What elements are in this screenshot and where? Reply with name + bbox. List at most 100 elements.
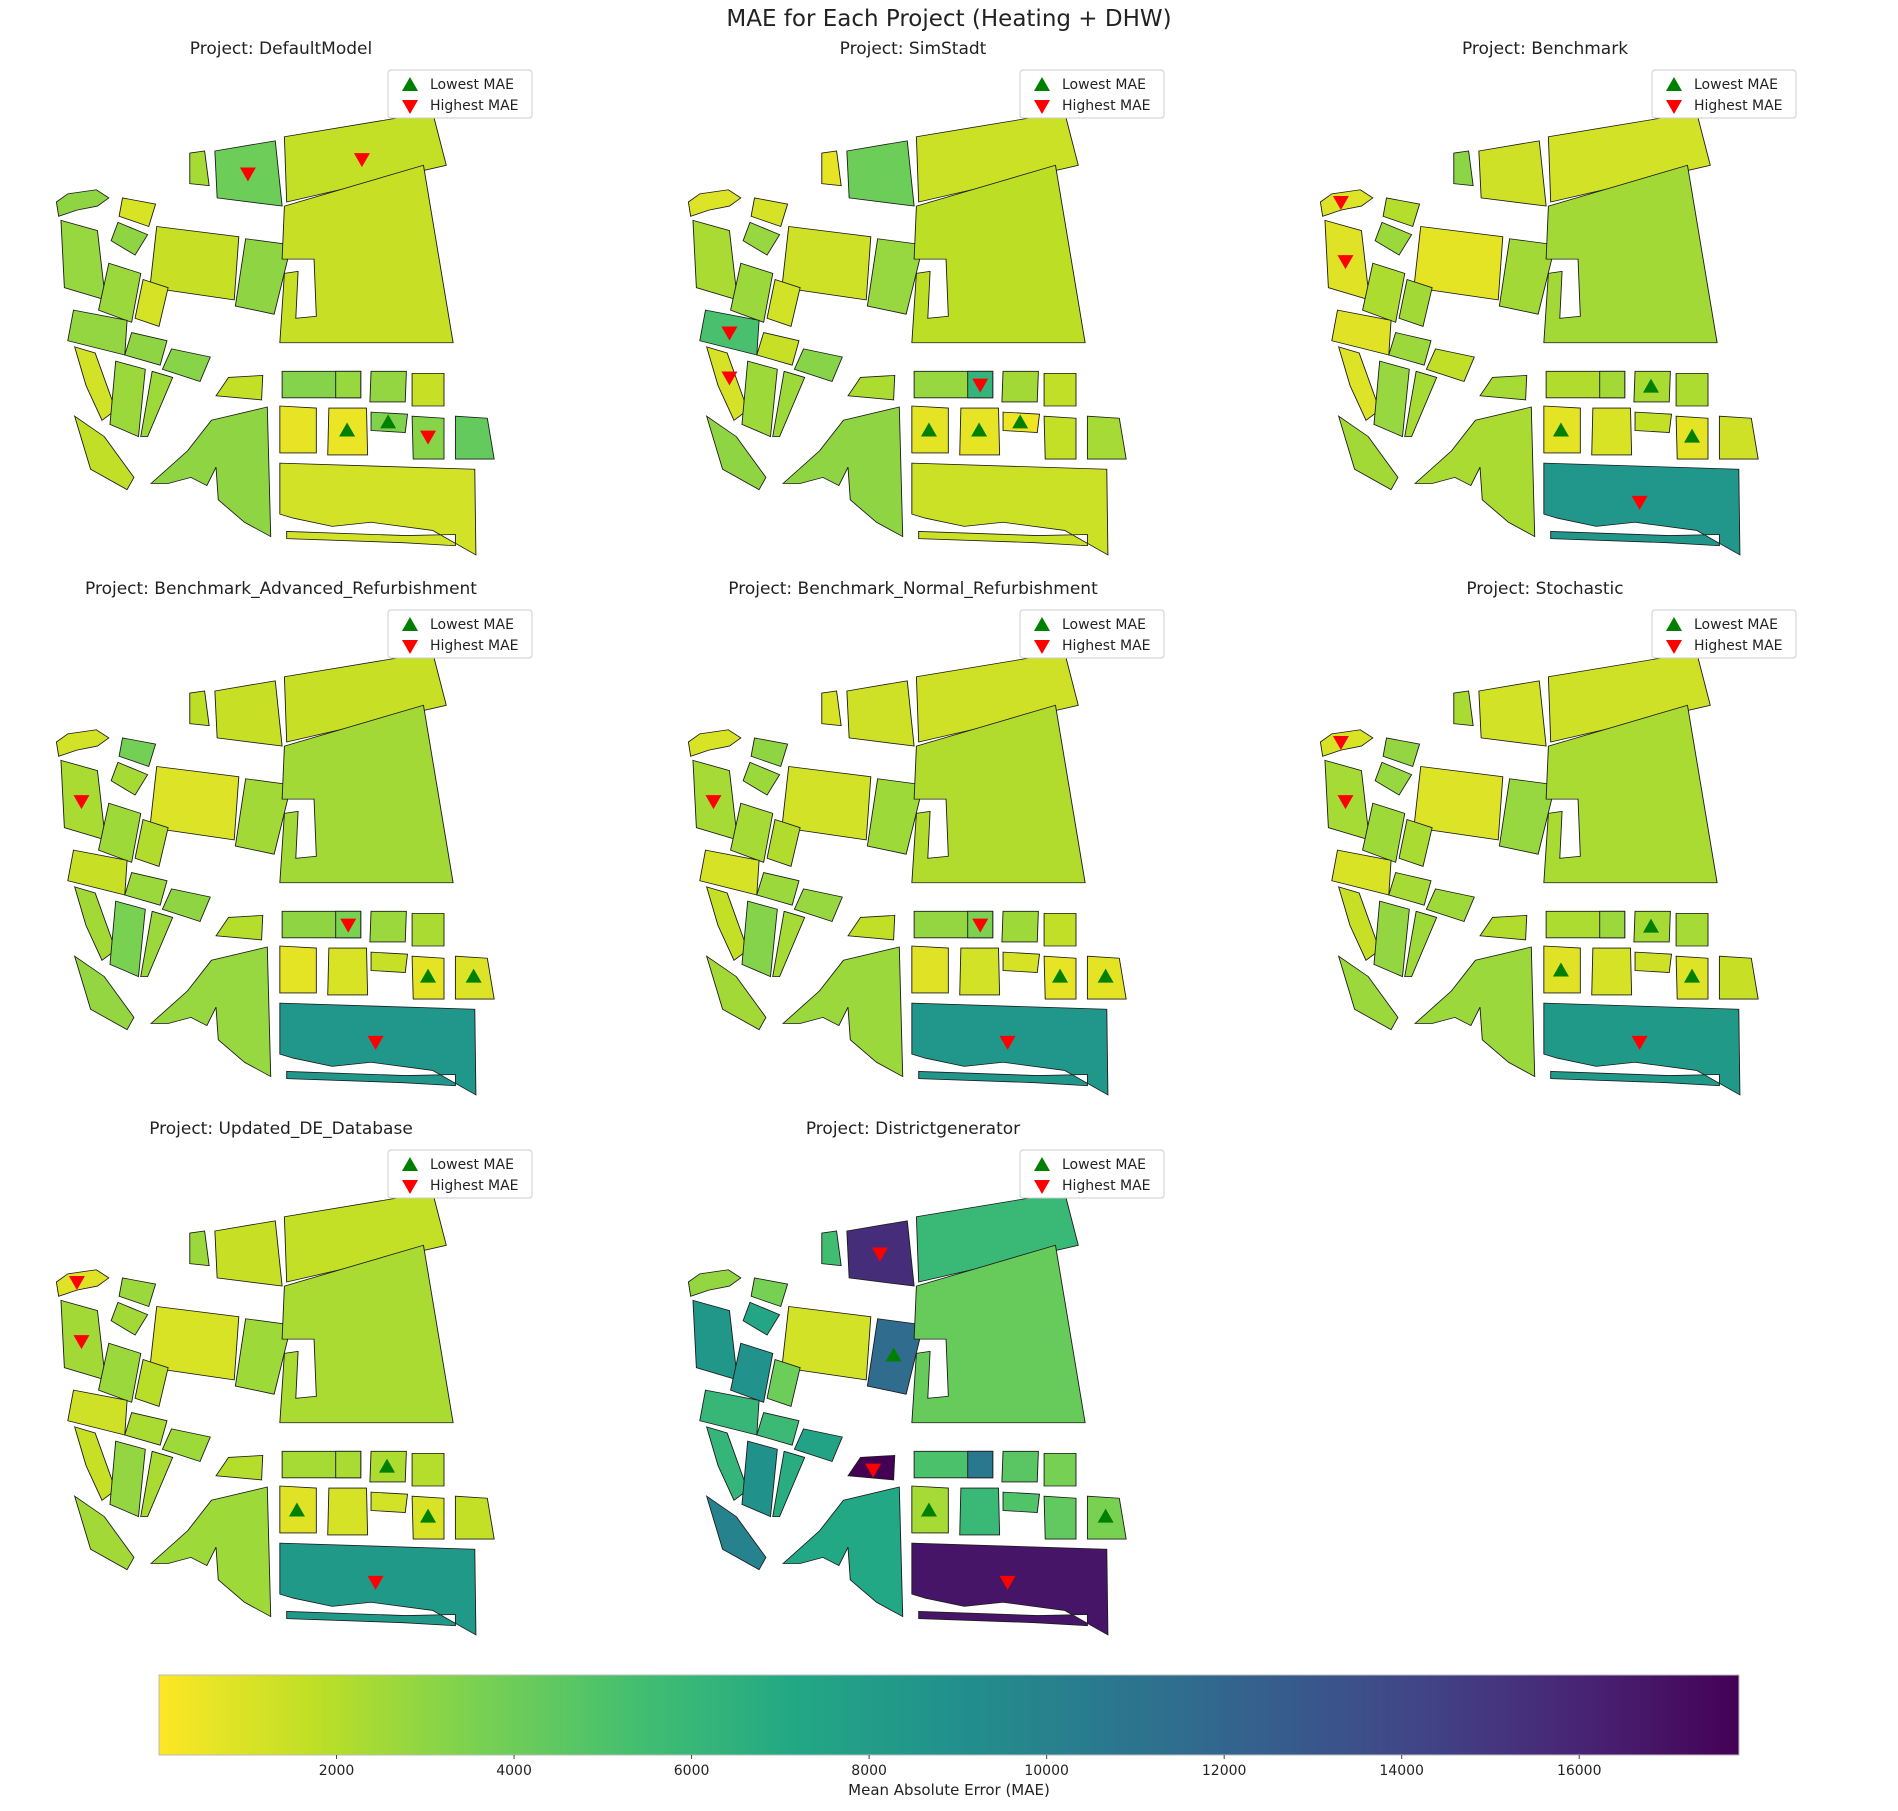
legend-highest-marker [402,1180,418,1194]
district-block: Q: 2600 [1404,910,1438,978]
map-panel: Project: Benchmark_Advanced_Refurbishmen… [55,579,533,1096]
district-block: M: 2700 [756,872,800,906]
district-block: Y: 2000 [411,1452,445,1487]
district-block: Z: 700 [279,945,317,994]
district-block: T: 2200 [847,374,896,401]
district-block: E: 1300 [1547,651,1711,743]
district-block: A: 1200 [55,729,110,757]
legend: Lowest MAE Highest MAE [1019,609,1165,659]
district-block: W: 10700 [967,1450,994,1479]
lowest-mae-marker [1552,422,1569,437]
district-block: X: 2600 [1001,910,1039,943]
district-block: P: 2900 [109,1440,146,1518]
district-block: C: 2400 [189,150,210,187]
highest-mae-marker [972,378,989,393]
legend-highest-label: Highest MAE [1694,638,1783,654]
district-block: J: 2700 [98,1342,142,1403]
legend-lowest-marker [1666,77,1682,91]
lowest-mae-marker [1684,428,1701,443]
district-block: K: 1200 [766,278,801,327]
district-block: A: 900 [687,189,742,217]
district-block: P: 2900 [1373,900,1410,978]
district-block: U: 2300 [279,1244,454,1424]
panel-title: Project: SimStadt [840,39,987,59]
district-block: A: 800 [55,1269,110,1297]
district-block: K: 2500 [1398,278,1433,327]
district-block: I: 2500 [1498,238,1556,315]
district-block: AA: 1200 [959,947,1001,996]
district-block: E: 1300 [915,651,1079,743]
district-block: Q: 2300 [140,1450,174,1518]
district-block: AE: 4300 [454,415,495,460]
district-block: C: 600 [821,150,842,187]
legend-highest-label: Highest MAE [430,638,519,654]
district-block: P: 3600 [109,900,146,978]
district-block: O: 1500 [73,1426,117,1501]
district-block: Q: 2400 [772,910,806,978]
legend-frame [1651,609,1797,659]
district-block: AE: 2400 [1086,415,1127,460]
highest-mae-marker [68,1276,85,1290]
district-block: F: 2800 [742,221,781,256]
legend-lowest-label: Lowest MAE [1694,617,1778,633]
legend-frame [1651,69,1797,119]
district-block: C: 2700 [189,1230,210,1267]
lowest-mae-marker [971,422,988,437]
highest-mae-marker [1337,795,1354,810]
lowest-mae-marker [1684,968,1701,983]
district-block: Y: 1700 [1043,912,1077,947]
highest-mae-marker [353,153,370,168]
district-block: S: 2800 [149,946,272,1078]
legend-frame [1019,609,1165,659]
legend-lowest-label: Lowest MAE [1062,77,1146,93]
district-block: E: 1500 [283,651,447,743]
district-block: F: 2500 [110,1301,149,1336]
legend: Lowest MAE Highest MAE [387,609,533,659]
district-map: A: 1000 B: 2900 C: 2300D: 1200E: 1300 F: 28… [1319,651,1759,1096]
legend-lowest-marker [402,617,418,631]
district-block: B: 2900 [1382,737,1421,768]
district-block: T: 2400 [1479,374,1528,401]
district-block: A: 1000 [687,729,742,757]
district-block: AE: 1500 [1718,955,1759,1000]
legend-lowest-label: Lowest MAE [430,617,514,633]
highest-mae-marker [972,918,989,933]
legend-highest-marker [402,640,418,654]
panel-title: Project: Benchmark_Advanced_Refurbishmen… [85,579,477,599]
district-block: C: 2300 [1453,690,1474,727]
district-block: I: 2600 [866,778,924,855]
district-block: AB: 1100 [1002,951,1041,973]
district-block: S: 2300 [1413,406,1536,538]
legend-highest-label: Highest MAE [1062,638,1151,654]
district-block: I: 2500 [234,778,292,855]
district-block: C: 1800 [189,690,210,727]
legend: Lowest MAE Highest MAE [1651,609,1797,659]
district-block: C: 3100 [1453,150,1474,187]
lowest-mae-marker [885,1347,902,1362]
district-block: F: 2400 [110,761,149,796]
district-block: S: 3000 [781,406,904,538]
panel-title: Project: Updated_DE_Database [149,1119,413,1139]
district-block: U: 4200 [911,1244,1086,1424]
district-block: J: 2600 [98,802,142,863]
district-block: O: 6100 [705,1426,749,1501]
district-block: D: 4000 [846,140,915,207]
district-block: B: 1000 [118,197,157,228]
district-block: B: 1100 [750,197,789,228]
district-block: J: 2700 [730,262,774,323]
highest-mae-marker [871,1247,888,1262]
district-block: AE: 1600 [454,1495,495,1540]
district-block: W: 2500 [1599,370,1626,399]
district-block: AC: 4400 [1043,1495,1077,1540]
district-block: AB: 1600 [1634,411,1673,433]
district-block: J: 8800 [730,1342,774,1403]
district-block: R: 2900 [73,955,135,1031]
district-block: J: 2400 [730,802,774,863]
legend-lowest-marker [402,1157,418,1171]
district-map: A: 800 B: 2700 C: 2700D: 1500E: 1600 F: 250… [55,1191,495,1636]
legend-lowest-label: Lowest MAE [430,77,514,93]
district-block: O: 1500 [1337,886,1381,961]
district-block: AB: 1200 [370,1491,409,1513]
legend-highest-label: Highest MAE [430,98,519,114]
lowest-mae-marker [1643,918,1659,933]
